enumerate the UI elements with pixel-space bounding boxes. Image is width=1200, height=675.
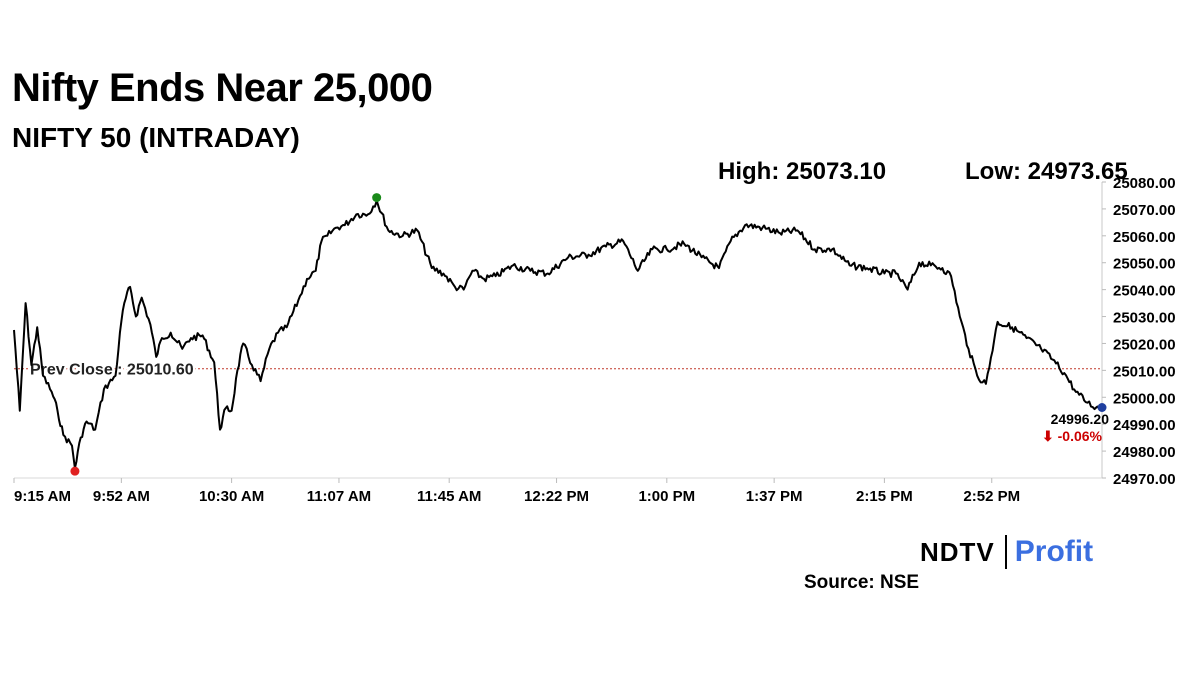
x-tick-label: 2:52 PM	[963, 488, 1020, 505]
x-tick-label: 1:00 PM	[638, 488, 695, 505]
y-tick-label: 25050.00	[1113, 256, 1176, 273]
x-tick-label: 11:07 AM	[307, 488, 371, 505]
x-tick-label: 9:15 AM	[14, 488, 71, 505]
brand-logo: NDTV Profit	[920, 530, 1093, 574]
y-tick-label: 24990.00	[1113, 417, 1176, 434]
low-point-marker	[70, 466, 80, 476]
brand-profit: Profit	[1014, 535, 1094, 568]
y-tick-label: 24970.00	[1113, 471, 1176, 488]
markers	[70, 193, 1107, 476]
x-tick-label: 10:30 AM	[199, 488, 264, 505]
brand-ndtv: NDTV	[920, 536, 995, 567]
prev-close-label: Prev Close : 25010.60	[30, 362, 194, 379]
last-price-label: 24996.20	[1051, 411, 1110, 427]
y-tick-label: 25040.00	[1113, 283, 1176, 300]
y-tick-label: 24980.00	[1113, 444, 1176, 461]
y-tick-label: 25070.00	[1113, 202, 1176, 219]
source-text: Source: NSE	[804, 572, 920, 593]
y-tick-label: 25060.00	[1113, 229, 1176, 246]
low-value: Low: 24973.65	[965, 158, 1128, 185]
high-point-marker	[372, 193, 382, 203]
x-tick-label: 12:22 PM	[524, 488, 589, 505]
y-tick-label: 25000.00	[1113, 390, 1176, 407]
x-tick-label: 11:45 AM	[417, 488, 481, 505]
y-tick-label: 25080.00	[1113, 175, 1176, 192]
x-tick-label: 9:52 AM	[93, 488, 150, 505]
y-tick-label: 25020.00	[1113, 336, 1176, 353]
x-axis: 9:15 AM 9:52 AM 10:30 AM 11:07 AM 11:45 AM 12…	[13, 477, 1102, 505]
x-tick-label: 1:37 PM	[746, 488, 803, 505]
change-label: ⬇ -0.06%	[1042, 428, 1103, 444]
y-tick-label: 25010.00	[1113, 363, 1176, 380]
y-tick-label: 25030.00	[1113, 310, 1176, 327]
high-value: High: 25073.10	[718, 158, 887, 185]
chart-subtitle: NIFTY 50 (INTRADAY)	[12, 122, 300, 153]
series-line	[13, 199, 1103, 470]
last-point-marker	[1097, 402, 1107, 412]
y-axis: 24970.00 24980.00 24990.00 25000.00 25010.00…	[1101, 175, 1176, 488]
x-tick-label: 2:15 PM	[856, 488, 913, 505]
brand-separator	[1004, 535, 1007, 569]
chart-title: Nifty Ends Near 25,000	[12, 66, 433, 110]
